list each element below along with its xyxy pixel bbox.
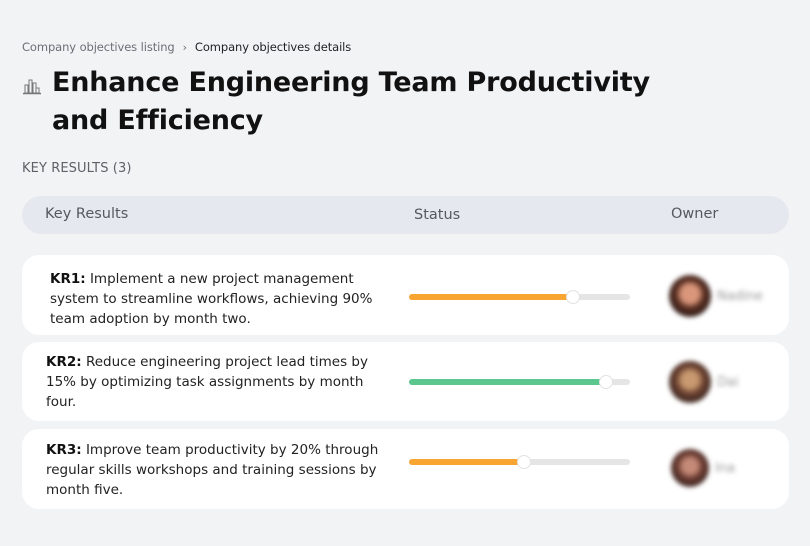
- key-result-text: Implement a new project management syste…: [50, 271, 373, 327]
- column-header-status: Status: [414, 207, 461, 223]
- column-header-owner: Owner: [671, 206, 719, 222]
- company-buildings-icon: [23, 79, 41, 95]
- owner-name: Dai: [717, 374, 739, 390]
- progress-fill: [409, 294, 573, 300]
- column-header-key-results: Key Results: [45, 206, 129, 222]
- owner[interactable]: Dai: [669, 361, 739, 403]
- progress-handle[interactable]: [599, 376, 612, 388]
- key-result-code: KR3:: [46, 442, 82, 458]
- progress-slider[interactable]: [409, 291, 630, 303]
- progress-handle[interactable]: [566, 291, 579, 303]
- progress-handle[interactable]: [517, 456, 530, 468]
- owner-name: Nadine: [717, 288, 763, 304]
- progress-fill: [409, 379, 606, 385]
- page-title: Enhance Engineering Team Productivity an…: [52, 67, 650, 136]
- progress-fill: [409, 459, 524, 465]
- key-result-description: KR2: Reduce engineering project lead tim…: [46, 352, 386, 412]
- key-result-text: Reduce engineering project lead times by…: [46, 354, 368, 410]
- key-result-code: KR1:: [50, 271, 86, 287]
- table-header: Key Results Status Owner: [22, 196, 789, 234]
- chevron-right-icon: ›: [182, 40, 187, 54]
- key-result-description: KR1: Implement a new project management …: [50, 269, 385, 329]
- avatar: [671, 449, 709, 487]
- key-result-text: Improve team productivity by 20% through…: [46, 442, 379, 498]
- key-result-code: KR2:: [46, 354, 82, 370]
- objective-header: Enhance Engineering Team Productivity an…: [22, 64, 662, 140]
- key-results-count-label: KEY RESULTS (3): [22, 161, 132, 176]
- key-result-description: KR3: Improve team productivity by 20% th…: [46, 440, 386, 500]
- key-result-row[interactable]: KR2: Reduce engineering project lead tim…: [22, 342, 789, 421]
- breadcrumb-current: Company objectives details: [194, 40, 352, 54]
- progress-slider[interactable]: [409, 376, 630, 388]
- progress-slider[interactable]: [409, 456, 630, 468]
- owner[interactable]: Ina: [671, 449, 735, 487]
- owner-name: Ina: [715, 460, 736, 476]
- breadcrumb-objectives-listing-link[interactable]: Company objectives listing: [22, 40, 175, 54]
- key-result-row[interactable]: KR1: Implement a new project management …: [22, 255, 789, 335]
- avatar: [669, 361, 711, 403]
- key-result-row[interactable]: KR3: Improve team productivity by 20% th…: [22, 429, 789, 509]
- breadcrumb: Company objectives listing › Company obj…: [22, 40, 351, 54]
- avatar: [669, 275, 711, 317]
- owner[interactable]: Nadine: [669, 275, 763, 317]
